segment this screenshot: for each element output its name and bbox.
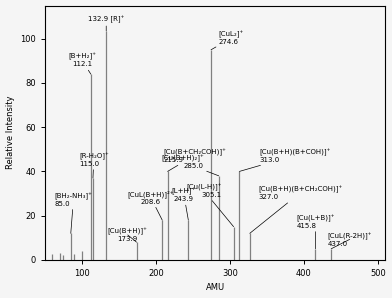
Text: [Cu(B+H)(B+CH₂COH)]⁺
327.0: [Cu(B+H)(B+CH₂COH)]⁺ 327.0 bbox=[250, 186, 342, 233]
Text: [CuL(B+H)]²⁺
208.6: [CuL(B+H)]²⁺ 208.6 bbox=[127, 190, 174, 220]
Text: [CuL₂]⁺
274.6: [CuL₂]⁺ 274.6 bbox=[211, 31, 244, 50]
Text: [R-H₂O]⁺
115.0: [R-H₂O]⁺ 115.0 bbox=[79, 153, 109, 178]
Text: [Cu(L+B)]⁺
415.8: [Cu(L+B)]⁺ 415.8 bbox=[296, 215, 335, 249]
Y-axis label: Relative Intensity: Relative Intensity bbox=[5, 96, 15, 170]
Text: [CuL(R-2H)]⁺
437.0: [CuL(R-2H)]⁺ 437.0 bbox=[327, 232, 372, 249]
Text: [Cu(B+H)₂]⁺
285.0: [Cu(B+H)₂]⁺ 285.0 bbox=[161, 155, 219, 176]
Text: 132.9 [R]⁺: 132.9 [R]⁺ bbox=[88, 16, 124, 31]
Text: [BH₂-NH₃]⁺
85.0: [BH₂-NH₃]⁺ 85.0 bbox=[54, 192, 93, 233]
Text: [Cu(B+H)(B+COH)]⁺
313.0: [Cu(B+H)(B+COH)]⁺ 313.0 bbox=[240, 148, 331, 171]
X-axis label: AMU: AMU bbox=[205, 283, 225, 292]
Text: [L+H]⁺
243.9: [L+H]⁺ 243.9 bbox=[172, 188, 196, 220]
Text: [Cu(L-H)]⁺
305.1: [Cu(L-H)]⁺ 305.1 bbox=[186, 184, 234, 227]
Text: [B+H₂]⁺
112.1: [B+H₂]⁺ 112.1 bbox=[68, 53, 96, 74]
Text: [Cu(B+H)]⁺
173.9: [Cu(B+H)]⁺ 173.9 bbox=[108, 228, 148, 242]
Text: [Cu(B+CH₂COH)]⁺
215.9: [Cu(B+CH₂COH)]⁺ 215.9 bbox=[163, 148, 226, 171]
